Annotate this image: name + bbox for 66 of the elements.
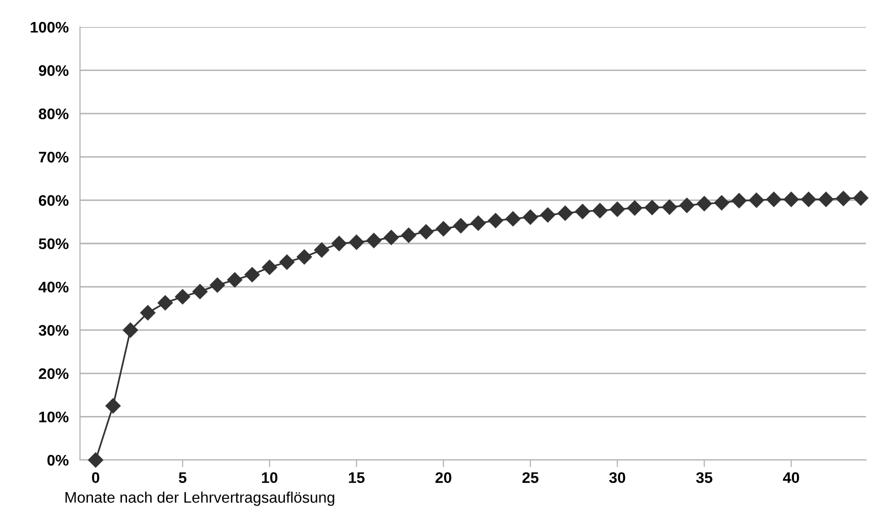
y-tick-label: 10% [39,412,68,422]
point [296,249,312,264]
x-tick-label: 15 [348,472,365,484]
x-tick-label: 10 [262,472,278,484]
y-tick-label: 60% [38,195,68,206]
point [662,200,678,215]
point [610,202,625,217]
y-tick-label: 20% [38,368,68,380]
point [818,192,834,207]
point [227,272,242,288]
point [192,284,208,300]
point [592,203,608,218]
point [366,232,382,248]
point [436,221,452,236]
y-tick-label: 90% [38,65,68,76]
point [348,234,364,250]
x-axis-title: Monate nach der Lehrvertragsauflösung [66,492,334,506]
point [210,278,225,293]
point [175,289,190,304]
point [696,196,712,212]
point [766,192,782,207]
x-tick-label: 35 [696,472,712,484]
point [418,224,434,240]
point [714,195,730,210]
y-tick-label: 0% [47,454,68,466]
point [627,200,642,216]
x-tick-label: 25 [522,472,538,484]
point [731,193,747,208]
point [453,218,468,234]
point [644,200,660,216]
point [784,192,799,207]
point [836,190,851,206]
x-tick-label: 0 [92,472,100,484]
point [522,210,538,225]
point [262,260,278,275]
y-tick-label: 80% [38,108,68,120]
x-tick-label: 20 [435,472,452,484]
point [279,254,295,270]
point [140,305,156,320]
y-tick-label: 30% [38,324,68,336]
y-tick-label: 70% [38,152,68,163]
point [470,216,486,231]
point [801,192,816,207]
point [105,398,121,414]
point [853,190,868,206]
x-tick-label: 40 [782,472,800,484]
point [401,228,416,243]
y-tick-label: 100% [30,22,68,33]
y-tick-label: 40% [38,282,68,292]
point [332,236,347,252]
point [679,198,694,213]
y-tick-label: 50% [38,238,68,250]
point [488,212,504,228]
point [244,267,260,282]
point [122,322,138,338]
point [574,204,590,220]
point [540,207,556,222]
point [384,230,399,246]
point [314,242,330,258]
point [558,206,573,221]
point [88,452,104,468]
x-tick-label: 5 [178,472,186,484]
point [158,295,173,310]
point [505,211,521,226]
x-tick-label: 30 [609,472,626,484]
point [748,192,764,208]
